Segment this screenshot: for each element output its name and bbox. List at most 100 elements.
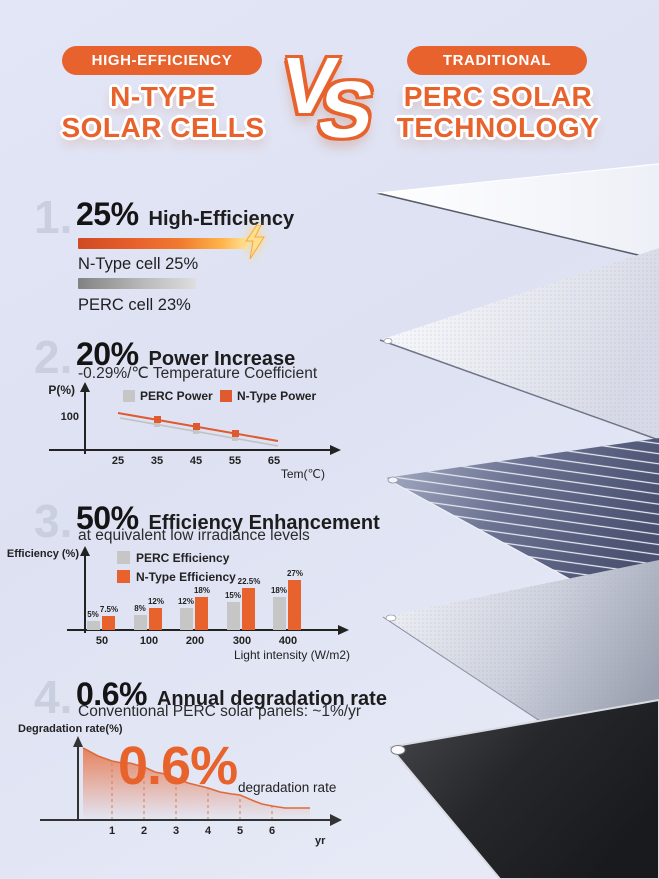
degradation-curve [82, 747, 310, 809]
section4-stat: 0.6% [76, 676, 147, 712]
title-ntype: N-TYPE SOLAR CELLS [18, 81, 308, 144]
x-tick-labels: 25 35 45 55 65 [112, 455, 280, 467]
legend-label-perc-power: PERC Power [140, 389, 213, 403]
section3-subtitle: at equivalent low irradiance levels [78, 527, 310, 544]
y-axis-arrow [80, 546, 90, 556]
perc-label-400: 18% [271, 586, 287, 595]
section3-stat: 50% [76, 500, 139, 536]
y-axis-label: Degradation rate(%) [18, 723, 123, 735]
y-axis-label: P(%) [48, 383, 75, 397]
section1-stat: 25% [76, 196, 139, 232]
solar-panel-layer-encapsulant-sheet [379, 248, 659, 441]
legend-swatch-ntype-efficiency [117, 570, 130, 583]
ntype-cell-bar-label: N-Type cell 25% [78, 255, 199, 273]
section3-heading: 50% Efficiency Enhancement [76, 500, 380, 537]
x-tick-4: 4 [205, 825, 212, 837]
ntype-label-200: 18% [194, 586, 210, 595]
perc-power-markers [154, 421, 238, 441]
section4-number: 4. [34, 671, 73, 723]
x-tick-3: 3 [173, 825, 179, 837]
title-perc: PERC SOLAR TECHNOLOGY [352, 81, 644, 144]
degradation-area-chart: Degradation rate(%) 0.6% degradation rat… [18, 723, 342, 847]
lightning-bolt-icon [245, 225, 265, 259]
efficiency-bar-chart: Efficiency (%) PERC Efficiency N-Type Ef… [7, 546, 350, 662]
badge-traditional: TRADITIONAL [407, 46, 587, 75]
section1-title: High-Efficiency [148, 208, 295, 230]
power-temperature-line-chart: P(%) 100 PERC Power N-Type Power 25 35 4… [48, 382, 341, 481]
x-tick-6: 6 [269, 825, 275, 837]
solar-panel-layer-backsheet [389, 699, 659, 879]
legend-label-perc-efficiency: PERC Efficiency [136, 551, 230, 565]
ntype-label-300: 22.5% [238, 577, 261, 586]
category-300: 300 [233, 635, 251, 647]
perc-bar-value-labels: 5% 8% 12% 15% 18% [87, 586, 287, 619]
solar-panel-stack-image [376, 163, 659, 879]
annotation-suffix: degradation rate [238, 780, 336, 795]
x-tick-2: 2 [141, 825, 147, 837]
x-axis-label: yr [315, 835, 326, 847]
section1-number: 1. [34, 191, 73, 243]
x-tick-45: 45 [190, 455, 202, 467]
x-tick-5: 5 [237, 825, 243, 837]
section3-number: 3. [34, 495, 73, 547]
category-200: 200 [186, 635, 204, 647]
x-tick-1: 1 [109, 825, 115, 837]
title-perc-line2: TECHNOLOGY [396, 111, 600, 143]
section2-subtitle: -0.29%/℃ Temperature Coefficient [78, 365, 318, 382]
ntype-bar-value-labels: 7.5% 12% 18% 22.5% 27% [100, 569, 303, 614]
perc-label-200: 12% [178, 597, 194, 606]
tick-dashed-lines [111, 762, 273, 820]
section4-title: Annual degradation rate [156, 688, 387, 710]
category-400: 400 [279, 635, 297, 647]
category-100: 100 [140, 635, 158, 647]
x-axis-label: Tem(℃) [281, 467, 325, 481]
legend-label-ntype-power: N-Type Power [237, 389, 316, 403]
category-50: 50 [96, 635, 108, 647]
legend-swatch-ntype-power [220, 390, 232, 402]
perc-cell-bar-label: PERC cell 23% [78, 296, 191, 314]
section1-heading: 25% High-Efficiency [76, 196, 294, 233]
legend-swatch-perc-efficiency [117, 551, 130, 564]
section2-stat: 20% [76, 336, 139, 372]
title-perc-line1: PERC SOLAR [403, 81, 593, 112]
x-tick-labels: 1 2 3 4 5 6 [109, 825, 275, 837]
solar-panel-layer-top-sheet [376, 163, 659, 261]
ntype-cell-bar [78, 238, 248, 249]
section3-title: Efficiency Enhancement [148, 512, 380, 534]
x-tick-65: 65 [268, 455, 280, 467]
title-ntype-line1: N-TYPE [110, 81, 216, 112]
section4-heading: 0.6% Annual degradation rate [76, 676, 387, 713]
perc-label-100: 8% [134, 604, 146, 613]
legend-label-ntype-efficiency: N-Type Efficiency [136, 570, 236, 584]
ntype-label-50: 7.5% [100, 605, 118, 614]
x-axis-arrow [330, 445, 341, 455]
y-axis-arrow [80, 382, 90, 392]
section4-subtitle: Conventional PERC solar panels: ~1%/yr [78, 703, 362, 720]
ntype-label-400: 27% [287, 569, 303, 578]
title-ntype-line2: SOLAR CELLS [61, 111, 265, 143]
category-labels: 50 100 200 300 400 [96, 635, 297, 647]
badge-high-efficiency: HIGH-EFFICIENCY [62, 46, 262, 75]
legend-swatch-perc-power [123, 390, 135, 402]
x-tick-25: 25 [112, 455, 124, 467]
x-axis-label: Light intensity (W/m2) [234, 648, 350, 662]
perc-label-50: 5% [87, 610, 99, 619]
section2-title: Power Increase [148, 348, 296, 370]
section2-heading: 20% Power Increase [76, 336, 295, 373]
x-tick-55: 55 [229, 455, 241, 467]
y-axis-arrow [73, 736, 83, 747]
perc-cell-bar [78, 278, 196, 289]
section2-number: 2. [34, 331, 73, 383]
vs-mark: VS [275, 41, 392, 154]
ntype-label-100: 12% [148, 597, 164, 606]
annotation-stat: 0.6% [118, 736, 237, 796]
x-axis-arrow [330, 814, 342, 826]
x-tick-35: 35 [151, 455, 163, 467]
y-tick-100: 100 [61, 411, 79, 423]
x-axis-arrow [338, 625, 349, 635]
perc-label-300: 15% [225, 591, 241, 600]
ntype-power-markers [154, 416, 239, 437]
ntype-efficiency-bars [102, 580, 301, 630]
y-axis-label: Efficiency (%) [7, 548, 79, 560]
